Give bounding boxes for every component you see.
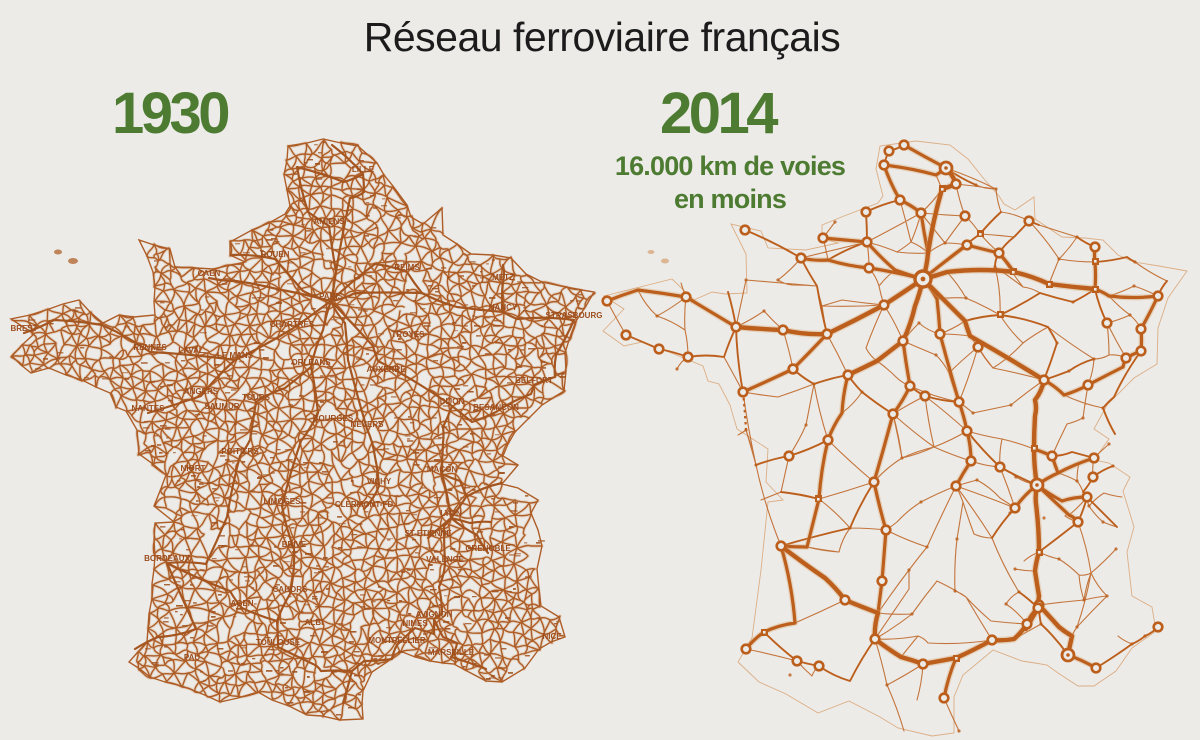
svg-text:LILLE: LILLE xyxy=(352,165,375,174)
svg-text:AMIENS: AMIENS xyxy=(313,217,345,226)
svg-text:REIMS: REIMS xyxy=(394,263,420,272)
svg-text:BREST: BREST xyxy=(10,324,37,333)
svg-text:MARSEILLE: MARSEILLE xyxy=(428,648,475,657)
svg-text:ORLEANS: ORLEANS xyxy=(291,358,331,367)
svg-text:TOULOUSE: TOULOUSE xyxy=(256,638,301,647)
svg-text:AVIGNON: AVIGNON xyxy=(416,610,453,619)
svg-text:LIMOGES: LIMOGES xyxy=(264,497,302,506)
svg-text:AUXERRE: AUXERRE xyxy=(366,365,406,374)
svg-text:LAVAL: LAVAL xyxy=(178,346,204,355)
svg-text:MACON: MACON xyxy=(427,465,457,474)
svg-text:NANTES: NANTES xyxy=(132,404,166,413)
svg-text:SAUMUR: SAUMUR xyxy=(204,402,239,411)
svg-text:RENNES: RENNES xyxy=(133,343,167,352)
svg-text:METZ: METZ xyxy=(492,273,514,282)
svg-text:BORDEAUX: BORDEAUX xyxy=(144,554,190,563)
svg-text:BRIVE: BRIVE xyxy=(282,540,307,549)
svg-text:TOURS: TOURS xyxy=(242,393,271,402)
svg-text:VALENCE: VALENCE xyxy=(426,555,464,564)
svg-text:DIJON: DIJON xyxy=(440,397,465,406)
svg-text:ST-ETIENNE: ST-ETIENNE xyxy=(404,529,452,538)
svg-text:BELFORT: BELFORT xyxy=(515,376,553,385)
svg-text:LYON: LYON xyxy=(440,509,462,518)
svg-text:CAHORS: CAHORS xyxy=(273,585,308,594)
svg-text:ROUEN: ROUEN xyxy=(261,250,290,259)
svg-text:POITIERS: POITIERS xyxy=(221,447,259,456)
svg-text:STRASBOURG: STRASBOURG xyxy=(546,311,603,320)
svg-text:TROYES: TROYES xyxy=(392,330,426,339)
svg-text:NIORT: NIORT xyxy=(181,464,206,473)
svg-text:AGEN: AGEN xyxy=(230,599,253,608)
svg-text:ANGERS: ANGERS xyxy=(184,387,219,396)
svg-text:CHARTRES: CHARTRES xyxy=(270,320,315,329)
svg-text:BESANCON: BESANCON xyxy=(473,403,519,412)
svg-text:LE MANS: LE MANS xyxy=(217,351,254,360)
svg-text:CLERMONT-FD: CLERMONT-FD xyxy=(335,500,393,509)
svg-text:VICHY: VICHY xyxy=(367,477,392,486)
svg-text:PARIS: PARIS xyxy=(319,292,344,301)
svg-text:NICE: NICE xyxy=(542,632,562,641)
svg-text:PAU: PAU xyxy=(184,653,201,662)
svg-text:NIMES: NIMES xyxy=(402,619,428,628)
svg-text:GRENOBLE: GRENOBLE xyxy=(465,544,511,553)
svg-text:ALBI: ALBI xyxy=(305,618,324,627)
svg-text:NANCY: NANCY xyxy=(489,303,518,312)
svg-text:CAEN: CAEN xyxy=(198,269,221,278)
svg-text:MONTPELLIER: MONTPELLIER xyxy=(368,636,426,645)
svg-text:BOURGES: BOURGES xyxy=(313,414,354,423)
svg-text:NEVERS: NEVERS xyxy=(351,420,385,429)
